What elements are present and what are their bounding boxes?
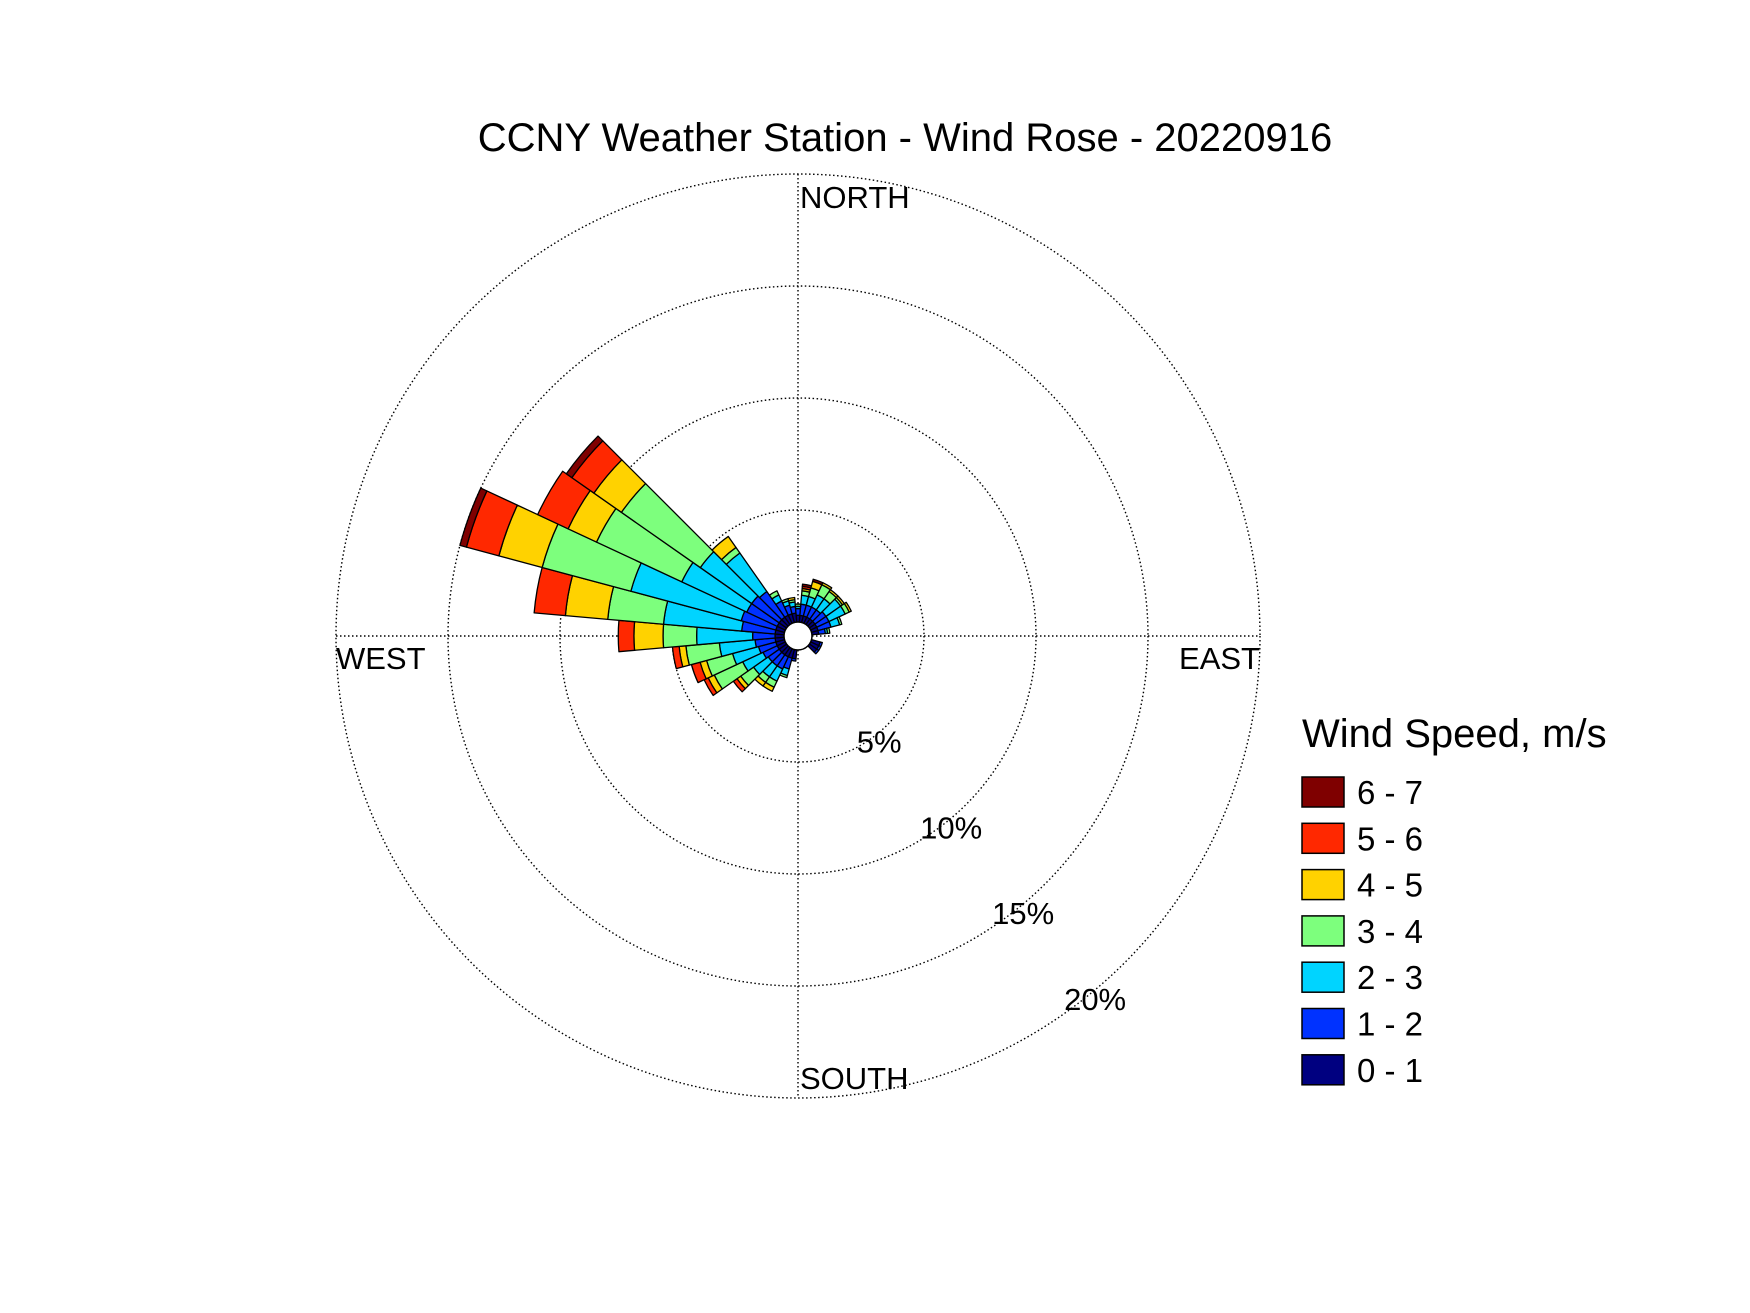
legend-swatch: [1301, 1054, 1345, 1086]
legend-label: 2 - 3: [1357, 959, 1423, 996]
direction-label-south: SOUTH: [800, 1061, 909, 1096]
bar-segment-270-5: [617, 619, 636, 653]
direction-label-east: EAST: [1179, 641, 1260, 676]
legend-swatch: [1301, 776, 1345, 808]
legend-swatch: [1301, 961, 1345, 993]
legend-label: 5 - 6: [1357, 820, 1423, 857]
bar-segment-360-1: [794, 607, 802, 617]
legend-swatch: [1301, 868, 1345, 901]
legend-label: 4 - 5: [1357, 867, 1423, 904]
bar-segment-30-4: [821, 582, 833, 591]
radial-tick-label: 15%: [992, 896, 1054, 931]
direction-label-west: WEST: [336, 641, 426, 676]
bar-segment-310-6: [565, 435, 604, 479]
bar-segment-350-4: [787, 596, 796, 602]
radial-tick-labels: 5% 10% 15% 20%: [857, 725, 1126, 1017]
legend-label: 6 - 7: [1357, 774, 1423, 811]
legend-label: 0 - 1: [1357, 1052, 1423, 1089]
legend: Wind Speed, m/s 6 - 7 5 - 6 4 - 5 3 - 4 2 - …: [1301, 712, 1607, 1089]
direction-label-north: NORTH: [800, 180, 910, 215]
polar-grid: [335, 173, 1261, 1099]
chart-title: CCNY Weather Station - Wind Rose - 20220…: [478, 116, 1333, 160]
legend-swatch: [1301, 915, 1345, 947]
legend-label: 1 - 2: [1357, 1006, 1423, 1043]
bar-segment-130-1: [813, 648, 820, 655]
bar-segment-360-0: [795, 614, 801, 623]
legend-label: 3 - 4: [1357, 913, 1423, 950]
radial-tick-label: 10%: [920, 810, 982, 845]
bar-segment-320-4: [711, 535, 737, 561]
radial-tick-label: 5%: [857, 725, 902, 760]
legend-swatch: [1301, 1007, 1345, 1040]
bar-segment-80-3: [826, 627, 831, 635]
bar-segment-270-4: [633, 621, 665, 651]
radial-tick-label: 20%: [1064, 982, 1126, 1017]
legend-items: 6 - 7 5 - 6 4 - 5 3 - 4 2 - 3 1 - 2 0 - 1: [1301, 774, 1423, 1089]
center-calm-circle: [783, 621, 813, 651]
legend-title: Wind Speed, m/s: [1302, 712, 1607, 756]
wind-rose-bars: [459, 435, 852, 697]
bar-segment-290-6: [459, 487, 488, 548]
bar-segment-330-3: [768, 590, 780, 600]
bar-segment-70-3: [836, 616, 843, 626]
bar-segment-270-3: [662, 623, 698, 649]
bar-segment-360-3: [794, 603, 802, 608]
legend-swatch: [1301, 822, 1345, 855]
bar-segment-60-4: [843, 601, 852, 613]
bar-segment-300-5: [536, 470, 591, 530]
